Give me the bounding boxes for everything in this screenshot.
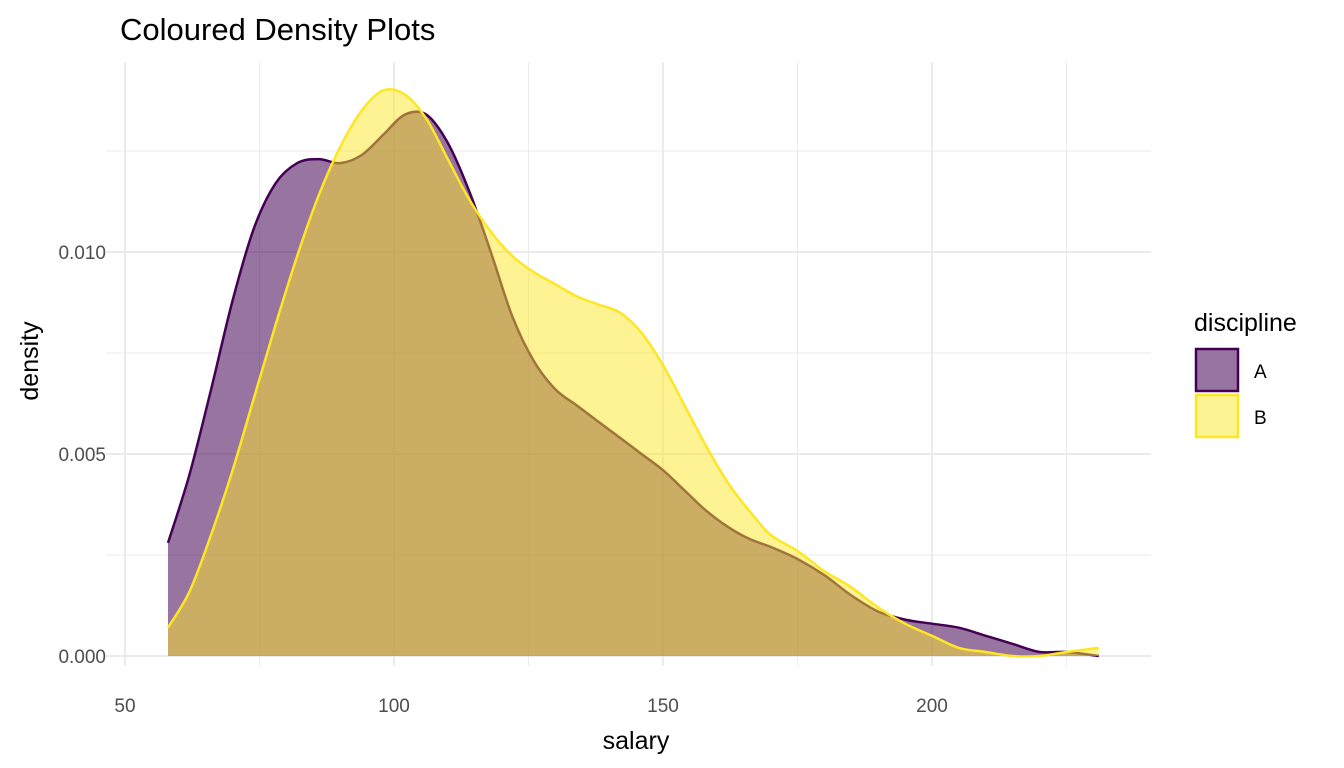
chart-title: Coloured Density Plots: [120, 12, 435, 47]
density-line-B: [166, 87, 1099, 658]
x-axis-ticks: 50 100 150 200: [114, 696, 947, 717]
x-tick-label: 100: [378, 696, 410, 717]
legend-key-B: [1194, 393, 1240, 439]
x-axis-title: salary: [603, 727, 670, 755]
y-tick-label: 0.000: [58, 647, 106, 668]
density-areas: [166, 87, 1099, 658]
legend: discipline A B: [1194, 309, 1297, 439]
x-tick-label: 200: [916, 696, 948, 717]
legend-label-B: B: [1254, 408, 1267, 429]
y-axis-ticks: 0.000 0.005 0.010: [58, 243, 106, 668]
legend-title: discipline: [1194, 309, 1297, 337]
y-tick-label: 0.010: [58, 243, 106, 264]
legend-key-A: [1194, 347, 1240, 393]
x-tick-label: 150: [647, 696, 679, 717]
y-tick-label: 0.005: [58, 445, 106, 466]
legend-label-A: A: [1254, 362, 1267, 383]
x-tick-label: 50: [114, 696, 135, 717]
y-axis-title: density: [16, 321, 44, 401]
density-area-B: [168, 89, 1099, 657]
